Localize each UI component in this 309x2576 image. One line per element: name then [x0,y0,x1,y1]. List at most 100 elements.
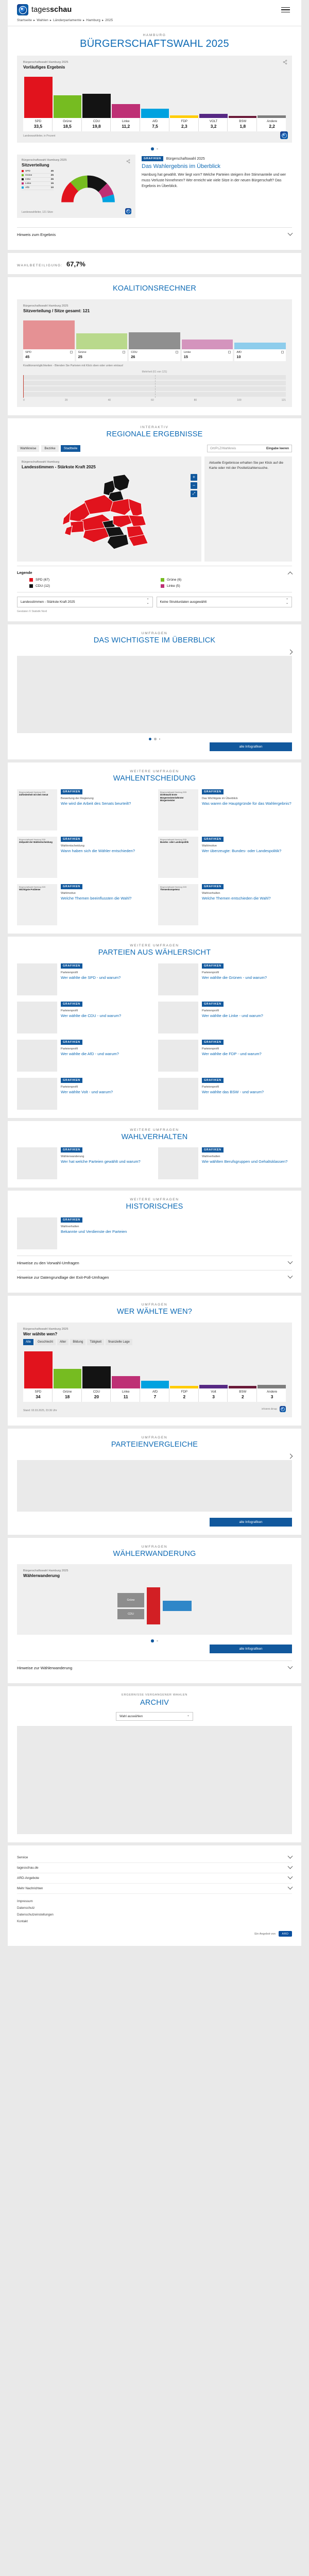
teaser-title[interactable]: Wer wählte die SPD - und warum? [61,975,121,980]
footer-section-row[interactable]: tagesschau.de [17,1863,293,1874]
ueberblick-pager[interactable] [17,733,292,743]
zoom-in-button[interactable]: + [191,474,197,481]
overview-title[interactable]: Das Wahlergebnis im Überblick [142,163,221,170]
breadcrumb-item-hamburg[interactable]: Hamburg [86,19,101,22]
regional-map-card[interactable]: Bürgerschaftswahl Hamburg Landesstimmen … [17,456,201,562]
carousel-dot-1[interactable] [151,147,154,150]
carousel-dot-1[interactable] [148,737,152,741]
koalition-party-checkbox[interactable] [123,351,126,354]
teaser-card[interactable]: Bürgerschaftswahl Hamburg 2025 Direktwahl… [158,789,292,831]
regional-structure-select[interactable]: Keine Strukturdaten ausgewählt ⌃ ⌄ [156,597,292,608]
footer-section-row[interactable]: ARD-Angebote [17,1873,293,1884]
alle-infografiken-button[interactable]: alle Infografiken [210,1517,292,1527]
teaser-thumbnail[interactable] [158,1147,198,1180]
breadcrumb-item-startseite[interactable]: Startseite [17,19,32,22]
carousel-dot-3[interactable] [159,738,161,740]
footer-section-row[interactable]: Mehr Nachrichten [17,1884,293,1894]
teaser-card[interactable]: GRAFIKEN Parteienprofil Wer wählte die Lin… [158,1001,292,1033]
carousel-dot-2[interactable] [156,148,158,150]
teaser-card[interactable]: GRAFIKEN Parteienprofil Wer wählte die FDP… [158,1039,292,1072]
map-legend-item[interactable]: SPD (67) [29,578,161,582]
teaser-title[interactable]: Wer hat welche Parteien gewählt und waru… [61,1159,141,1164]
werwen-tab-bildung[interactable]: Bildung [70,1338,86,1345]
teaser-thumbnail[interactable] [158,1077,198,1110]
breadcrumb-item-wahlen[interactable]: Wahlen [37,19,48,22]
carousel-dot-2[interactable] [154,738,157,740]
koalition-party-selectors[interactable]: SPD 45 Grüne 25 CDU 26 Linke 15 AfD 10 [23,349,286,361]
teaser-title[interactable]: Wer wählte Volt - und warum? [61,1089,113,1094]
wanderung-hinweise-accordion[interactable]: Hinweise zur Wählerwanderung [17,1660,293,1675]
menu-icon[interactable] [279,5,292,15]
teaser-card[interactable]: GRAFIKEN Parteienprofil Wer wählte Volt - … [17,1077,151,1110]
regional-search-input[interactable]: Ort/PLZ/Wahlkreis [210,447,236,451]
koalition-party-toggle-afd[interactable]: AfD 10 [234,349,286,361]
koalition-party-toggle-grüne[interactable]: Grüne 25 [76,349,128,361]
teaser-thumbnail[interactable] [17,1001,57,1033]
teaser-title[interactable]: Wer wählte die Grünen - und warum? [202,975,267,980]
teaser-thumbnail[interactable]: Bürgerschaftswahl Hamburg 2025 Zeitpunkt … [17,836,57,878]
teaser-thumbnail[interactable] [158,1039,198,1072]
koalition-party-toggle-linke[interactable]: Linke 15 [181,349,233,361]
teaser-card[interactable]: GRAFIKEN Wahlverhalten Wie wählten Berufsg… [158,1147,292,1180]
carousel-next-icon[interactable] [287,1453,293,1459]
zoom-reset-button[interactable]: ⤢ [191,490,197,498]
regional-search[interactable]: Ort/PLZ/Wahlkreis Eingabe leeren [207,445,292,453]
teaser-thumbnail[interactable]: Bürgerschaftswahl Hamburg 2025 Themenkomp… [158,884,198,925]
teaser-title[interactable]: Was waren die Hauptgründe für das Wahler… [202,801,291,806]
regional-search-clear[interactable]: Eingabe leeren [266,447,289,451]
teaser-title[interactable]: Wie wird die Arbeit des Senats beurteilt… [61,801,131,806]
teaser-thumbnail[interactable] [17,963,57,995]
teaser-title[interactable]: Wer wählte die Linke - und warum? [202,1013,263,1018]
koalition-party-toggle-cdu[interactable]: CDU 26 [129,349,180,361]
share-icon[interactable] [126,159,131,163]
koalition-party-checkbox[interactable] [228,351,231,354]
werwen-tab-tätigkeit[interactable]: Tätigkeit [87,1338,105,1345]
regional-tabs[interactable]: Wahlkreise Bezirke Stadtteile [17,445,81,452]
footer-link[interactable]: Datenschutzeinstellungen [17,1913,54,1917]
result-note-accordion[interactable]: Hinweis zum Ergebnis [17,227,293,242]
footer-link[interactable]: Impressum [17,1900,33,1904]
teaser-title[interactable]: Wann haben sich die Wähler entschieden? [61,848,135,853]
werwen-tab-alle[interactable]: Alle [23,1338,34,1345]
vorwahl-umfragen-accordion[interactable]: Hinweise zu den Vorwahl-Umfragen [17,1255,293,1270]
teaser-title[interactable]: Bekannte und Verdienste der Parteien [61,1229,127,1234]
alle-infografiken-button[interactable]: alle Infografiken [210,1644,292,1653]
teaser-card[interactable]: GRAFIKEN Parteienprofil Wer wählte die CDU… [17,1001,151,1033]
koalition-party-checkbox[interactable] [281,351,284,354]
map-legend-item[interactable]: CDU (12) [29,584,161,588]
teaser-thumbnail[interactable] [17,1217,57,1249]
teaser-card[interactable]: Bürgerschaftswahl Hamburg 2025 Themenkomp… [158,884,292,925]
teaser-thumbnail[interactable]: Bürgerschaftswahl Hamburg 2025 Wichtigste… [17,884,57,925]
teaser-card[interactable]: GRAFIKEN Parteienprofil Wer wählte die SPD… [17,963,151,995]
werwen-tab-geschlecht[interactable]: Geschlecht [35,1338,56,1345]
teaser-card[interactable]: GRAFIKEN Wahlverhalten Bekannte und Verdie… [17,1217,151,1249]
hamburg-choropleth-map[interactable] [22,473,197,556]
vergleiche-graphic-placeholder[interactable] [17,1460,292,1512]
teaser-title[interactable]: Welche Themen beeinflussten die Wahl? [61,895,132,901]
koalition-party-checkbox[interactable] [175,351,178,354]
teaser-card[interactable]: GRAFIKEN Parteienprofil Wer wählte die AfD… [17,1039,151,1072]
koalition-party-toggle-spd[interactable]: SPD 45 [23,349,75,361]
archiv-select[interactable]: Wahl auswählen ⌄ [116,1712,193,1721]
teaser-card[interactable]: GRAFIKEN Parteienprofil Wer wählte das BSW… [158,1077,292,1110]
breadcrumb-item-laenderparlamente[interactable]: Länderparlamente [53,19,82,22]
teaser-title[interactable]: Wer wählte das BSW - und warum? [202,1089,264,1094]
wanderung-box-cdu[interactable]: CDU [117,1608,144,1619]
carousel-pager[interactable] [17,143,292,152]
overview-teaser[interactable]: Bürgerschaftswahl Hamburg 2025 Sitzverte… [17,152,292,218]
map-legend-item[interactable]: Grüne (6) [161,578,292,582]
teaser-thumbnail[interactable] [17,1077,57,1110]
breadcrumb-item-2025[interactable]: 2025 [105,19,113,22]
teaser-thumbnail[interactable]: Bürgerschaftswahl Hamburg 2025 Bundes- od… [158,836,198,878]
teaser-card[interactable]: Bürgerschaftswahl Hamburg 2025 Zufriedenh… [17,789,151,831]
teaser-thumbnail[interactable] [17,1039,57,1072]
map-legend-header[interactable]: Legende [17,566,293,577]
carousel-dot-1[interactable] [151,1639,154,1642]
teaser-thumbnail[interactable] [158,963,198,995]
regional-tab-bezirke[interactable]: Bezirke [41,445,59,452]
wanderung-target-box[interactable] [163,1601,192,1612]
teaser-title[interactable]: Wer wählte die CDU - und warum? [61,1013,122,1018]
werwen-tab-finanzielle-lage[interactable]: finanzielle Lage [106,1338,132,1345]
regional-tab-wahlkreise[interactable]: Wahlkreise [17,445,40,452]
footer-link[interactable]: Kontakt [17,1920,28,1924]
